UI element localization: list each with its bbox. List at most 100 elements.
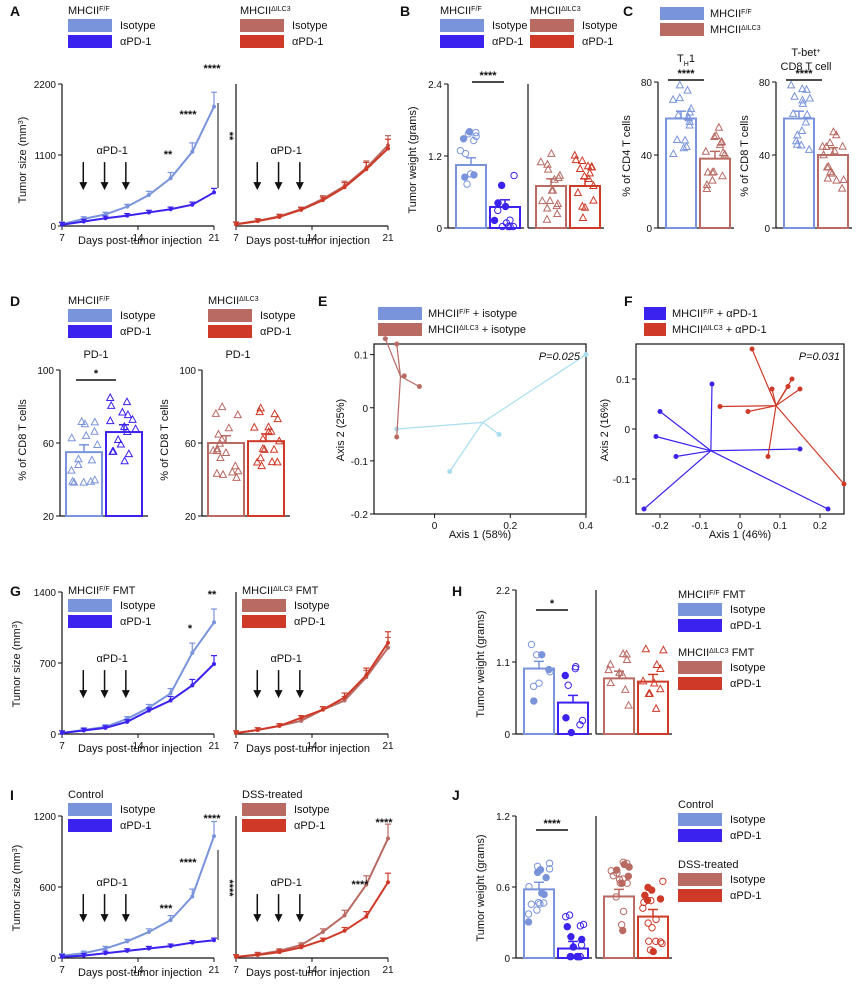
J-right-datapoint [656,895,665,903]
B-right-datapoint [578,212,588,222]
G-left-point [168,691,173,696]
A-right-point [386,146,390,151]
E-ytick-label: 0 [362,404,368,415]
I-left-point [146,929,151,934]
A-right-xtick-label: 7 [233,233,239,244]
F-ylabel: Axis 2 (16%) [599,399,611,461]
I-right-legend-apd1: αPD-1 [294,820,325,832]
J-left-datapoint [574,952,582,961]
C-Tbet-datapoint [829,127,838,136]
I-left-legend-swatch-isotype [68,803,112,816]
J-right-datapoint [625,863,633,871]
E-scatter-point [394,434,400,440]
I-left-ytick-label: 0 [50,954,56,965]
G-left-legend-swatch-apd1 [68,615,112,628]
F-legend-swatch-ff [644,307,666,320]
E-xtick-label: 0.2 [503,521,517,532]
E-ytick-label: -0.2 [351,510,369,521]
D-right-datapoint [208,445,218,454]
D-left-legend-isotype: Isotype [120,310,155,322]
A-left-arrow-label: αPD-1 [96,145,127,157]
J-right-datapoint [656,938,665,946]
B-left-datapoint [472,132,480,140]
D-right-datapoint [273,457,282,466]
I-stars-day19: **** [179,857,197,869]
J-left-datapoint [533,906,541,914]
G-left-point [212,620,216,625]
E-spoke [482,421,500,435]
I-stars-day17: *** [160,903,174,915]
J-right-datapoint [652,915,660,924]
J-right-datapoint [639,904,647,912]
A-left-xtick-label: 7 [59,233,65,244]
C-title-cd8: CD8 T cell [781,61,832,73]
D-left-datapoint [105,392,115,401]
D-right-datapoint [214,429,223,438]
F-ytick-label: 0.1 [616,375,630,386]
E-scatter-point [394,341,400,347]
D-right-datapoint [232,472,241,481]
H-left-bar [523,667,555,736]
J-right-datapoint [609,872,618,880]
I-left-line-1 [61,939,215,958]
A-left-point [212,190,216,195]
E-xtick-label: 0.4 [579,521,593,532]
J-left-datapoint [577,941,586,949]
D-left-datapoint [123,410,133,419]
panel-label-E: E [318,293,327,309]
panel-label-B: B [400,3,410,19]
D-left-datapoint [90,426,99,435]
I-left-point [81,953,86,958]
F-legend-ff: MHCIIF/F + αPD-1 [672,308,758,320]
D-left-datapoint [77,416,87,425]
D-left-datapoint [92,439,102,448]
A-right-point [299,207,304,212]
A-left-point [103,212,108,217]
C-TH1-datapoint [708,175,717,184]
A-right-xlabel: Days post-tumor injection [246,235,370,247]
C-legend-swatch-ilc [660,23,704,36]
G-left-ytick-label: 1400 [34,588,57,599]
C-TH1-datapoint [701,146,711,155]
A-left-legend-title: MHCIIF/F [68,5,110,17]
B-right-datapoint [537,196,547,205]
E-scatter-point [382,336,388,342]
A-right-legend-isotype: Isotype [292,20,327,32]
B-right-datapoint [547,148,556,157]
F-xtick-label: 0.1 [773,521,787,532]
J-left-datapoint [540,899,548,907]
B-left-legend-isotype: Isotype [492,20,527,32]
B-right-datapoint [554,172,563,181]
B-right-datapoint [550,174,559,183]
H-right-datapoint [649,678,659,687]
D-right-datapoint [217,434,227,443]
F-spoke [775,405,845,485]
H-left-ytick-label: 2.2 [496,586,510,597]
C-TH1-ytick-label: 0 [646,224,652,235]
I-left-point [168,918,173,923]
H-left-datapoint [576,721,584,729]
J-left-datapoint [545,865,554,873]
C-legend-swatch-ff [660,7,704,20]
G-right-xtick-label: 7 [233,741,239,752]
C-Tbet-ytick-label: 0 [764,224,770,235]
J-right-datapoint [607,867,615,875]
F-xlabel: Axis 1 (46%) [709,529,771,541]
A-stars-day17: ** [164,149,173,161]
A-left-legend-swatch-apd1 [68,35,112,48]
I-right-arrow-head [295,914,304,923]
B-right-datapoint [542,203,552,212]
F-scatter-point [641,506,647,512]
D-left-datapoint [86,476,96,485]
I-left-point [168,944,173,949]
D-left-ytick-label: 20 [43,512,55,523]
G-right-xtick-label: 21 [382,741,394,752]
H-right-datapoint [604,665,613,674]
D-left-datapoint [69,477,79,486]
C-TH1-datapoint [672,134,682,144]
panel-label-H: H [452,583,462,599]
B-left-datapoint [459,135,468,143]
J-left-datapoint [576,922,585,930]
B-left-legend-title: MHCIIF/F [440,5,482,17]
panel-label-I: I [10,787,14,803]
